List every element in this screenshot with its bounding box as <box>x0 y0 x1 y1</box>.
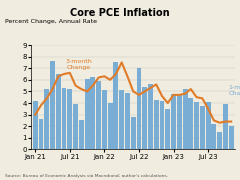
Bar <box>171 94 176 149</box>
Bar <box>90 77 95 149</box>
Bar <box>194 102 199 149</box>
Bar <box>62 88 66 149</box>
Bar <box>79 120 84 149</box>
Bar <box>200 107 205 149</box>
Bar <box>39 119 43 149</box>
Bar <box>33 101 38 149</box>
Bar <box>85 79 90 149</box>
Bar <box>44 89 49 149</box>
Bar <box>102 90 107 149</box>
Bar <box>119 90 124 149</box>
Bar <box>165 109 170 149</box>
Bar <box>114 62 118 149</box>
Bar <box>67 89 72 149</box>
Bar <box>108 103 113 149</box>
Bar <box>217 132 222 149</box>
Bar <box>183 89 187 149</box>
Bar <box>223 104 228 149</box>
Bar <box>148 84 153 149</box>
Text: 1-month
Change: 1-month Change <box>228 85 240 96</box>
Bar <box>142 87 147 149</box>
Text: Source: Bureau of Economic Analysis via Macrobond; author's calculations.: Source: Bureau of Economic Analysis via … <box>5 174 168 178</box>
Bar <box>206 102 210 149</box>
Bar <box>229 126 234 149</box>
Bar <box>177 95 182 149</box>
Bar <box>154 100 159 149</box>
Bar <box>50 61 55 149</box>
Text: Percent Change, Annual Rate: Percent Change, Annual Rate <box>5 19 97 24</box>
Bar <box>137 68 141 149</box>
Bar <box>188 98 193 149</box>
Bar <box>73 104 78 149</box>
Bar <box>56 74 61 149</box>
Text: Core PCE Inflation: Core PCE Inflation <box>70 8 170 18</box>
Bar <box>125 93 130 149</box>
Bar <box>96 81 101 149</box>
Bar <box>160 101 164 149</box>
Bar <box>211 124 216 149</box>
Bar <box>131 117 136 149</box>
Text: 3-month
Change: 3-month Change <box>65 59 92 70</box>
